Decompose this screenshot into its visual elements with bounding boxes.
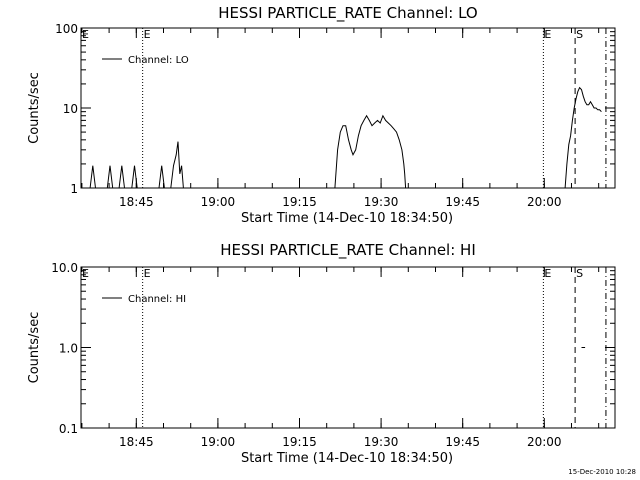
series-line [170, 141, 184, 189]
event-marker-label: E [82, 28, 89, 41]
y-tick-label: 0.1 [59, 422, 78, 436]
x-tick-label: 19:30 [364, 195, 399, 209]
y-axis-label: Counts/sec [27, 312, 42, 384]
x-tick-label: 19:45 [445, 195, 480, 209]
timestamp: 15-Dec-2010 10:28 [568, 468, 636, 476]
event-marker-label: E [82, 267, 89, 280]
plot-frame [80, 266, 616, 429]
hi-channel-panel: HESSI PARTICLE_RATE Channel: HI Counts/se… [27, 241, 616, 466]
x-tick-label: 19:30 [364, 435, 399, 449]
series-line [131, 165, 138, 189]
x-tick-label: 19:00 [201, 435, 236, 449]
x-tick-label: 20:00 [527, 195, 562, 209]
y-tick-label: 1 [70, 182, 78, 196]
series-line [564, 86, 602, 189]
x-tick-label: 19:00 [201, 195, 236, 209]
y-tick-label: 10.0 [51, 261, 78, 275]
lo-channel-panel: HESSI PARTICLE_RATE Channel: LO Counts/se… [27, 4, 616, 226]
y-axis-label: Counts/sec [27, 72, 42, 144]
series-line [158, 165, 165, 189]
y-tick-label: 10 [63, 102, 78, 116]
series-line [106, 165, 114, 189]
event-marker-label: E [144, 267, 151, 280]
x-axis-label: Start Time (14-Dec-10 18:34:50) [241, 211, 453, 226]
event-marker-label: E [144, 28, 151, 41]
series-line [334, 114, 407, 189]
x-tick-label: 19:15 [282, 195, 317, 209]
plot-frame [80, 27, 616, 189]
event-marker-label: S [576, 267, 583, 280]
event-marker-label: S [576, 28, 583, 41]
series-line [89, 165, 96, 189]
event-marker-label: E [544, 28, 551, 41]
x-tick-label: 20:00 [527, 435, 562, 449]
x-tick-label: 18:45 [119, 435, 154, 449]
x-tick-label: 19:45 [445, 435, 480, 449]
event-marker-label: E [544, 267, 551, 280]
series-line [118, 165, 125, 189]
chart-title: HESSI PARTICLE_RATE Channel: LO [218, 4, 477, 23]
legend-label: Channel: LO [128, 55, 189, 66]
x-tick-label: 19:15 [282, 435, 317, 449]
y-tick-label: 100 [55, 22, 78, 36]
x-axis-label: Start Time (14-Dec-10 18:34:50) [241, 451, 453, 466]
legend-label: Channel: HI [128, 294, 186, 305]
y-tick-label: 1.0 [59, 342, 78, 356]
x-tick-label: 18:45 [119, 195, 154, 209]
chart-title: HESSI PARTICLE_RATE Channel: HI [220, 241, 476, 260]
